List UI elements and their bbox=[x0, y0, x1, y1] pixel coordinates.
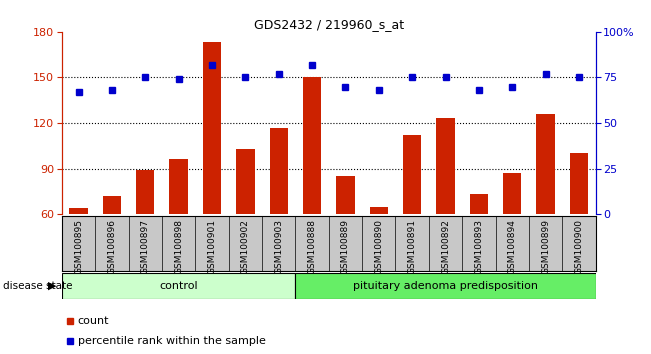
Bar bbox=[270, 127, 288, 214]
Text: disease state: disease state bbox=[3, 281, 73, 291]
Text: GSM100903: GSM100903 bbox=[274, 219, 283, 274]
Bar bbox=[236, 149, 255, 214]
Bar bbox=[536, 114, 555, 214]
Bar bbox=[403, 135, 421, 214]
Title: GDS2432 / 219960_s_at: GDS2432 / 219960_s_at bbox=[254, 18, 404, 31]
Text: GSM100902: GSM100902 bbox=[241, 219, 250, 274]
Text: count: count bbox=[78, 315, 109, 326]
Bar bbox=[503, 173, 521, 214]
Text: control: control bbox=[159, 281, 198, 291]
Text: GSM100889: GSM100889 bbox=[341, 219, 350, 274]
Text: GSM100893: GSM100893 bbox=[475, 219, 484, 274]
Bar bbox=[203, 42, 221, 214]
Bar bbox=[303, 78, 321, 214]
Bar bbox=[169, 159, 187, 214]
Text: GSM100900: GSM100900 bbox=[574, 219, 583, 274]
Bar bbox=[70, 208, 88, 214]
Bar bbox=[370, 207, 388, 214]
Text: GSM100896: GSM100896 bbox=[107, 219, 117, 274]
Text: GSM100891: GSM100891 bbox=[408, 219, 417, 274]
Text: GSM100888: GSM100888 bbox=[307, 219, 316, 274]
Bar bbox=[62, 273, 296, 299]
Bar bbox=[136, 170, 154, 214]
Text: GSM100890: GSM100890 bbox=[374, 219, 383, 274]
Text: percentile rank within the sample: percentile rank within the sample bbox=[78, 336, 266, 346]
Bar bbox=[337, 176, 355, 214]
Text: GSM100894: GSM100894 bbox=[508, 219, 517, 274]
Text: GSM100897: GSM100897 bbox=[141, 219, 150, 274]
Text: pituitary adenoma predisposition: pituitary adenoma predisposition bbox=[353, 281, 538, 291]
Bar bbox=[296, 273, 596, 299]
Bar bbox=[470, 194, 488, 214]
Text: GSM100895: GSM100895 bbox=[74, 219, 83, 274]
Text: ▶: ▶ bbox=[48, 281, 57, 291]
Text: GSM100892: GSM100892 bbox=[441, 219, 450, 274]
Bar bbox=[436, 119, 454, 214]
Text: GSM100898: GSM100898 bbox=[174, 219, 183, 274]
Text: GSM100901: GSM100901 bbox=[208, 219, 217, 274]
Bar bbox=[570, 153, 588, 214]
Bar bbox=[103, 196, 121, 214]
Text: GSM100899: GSM100899 bbox=[541, 219, 550, 274]
